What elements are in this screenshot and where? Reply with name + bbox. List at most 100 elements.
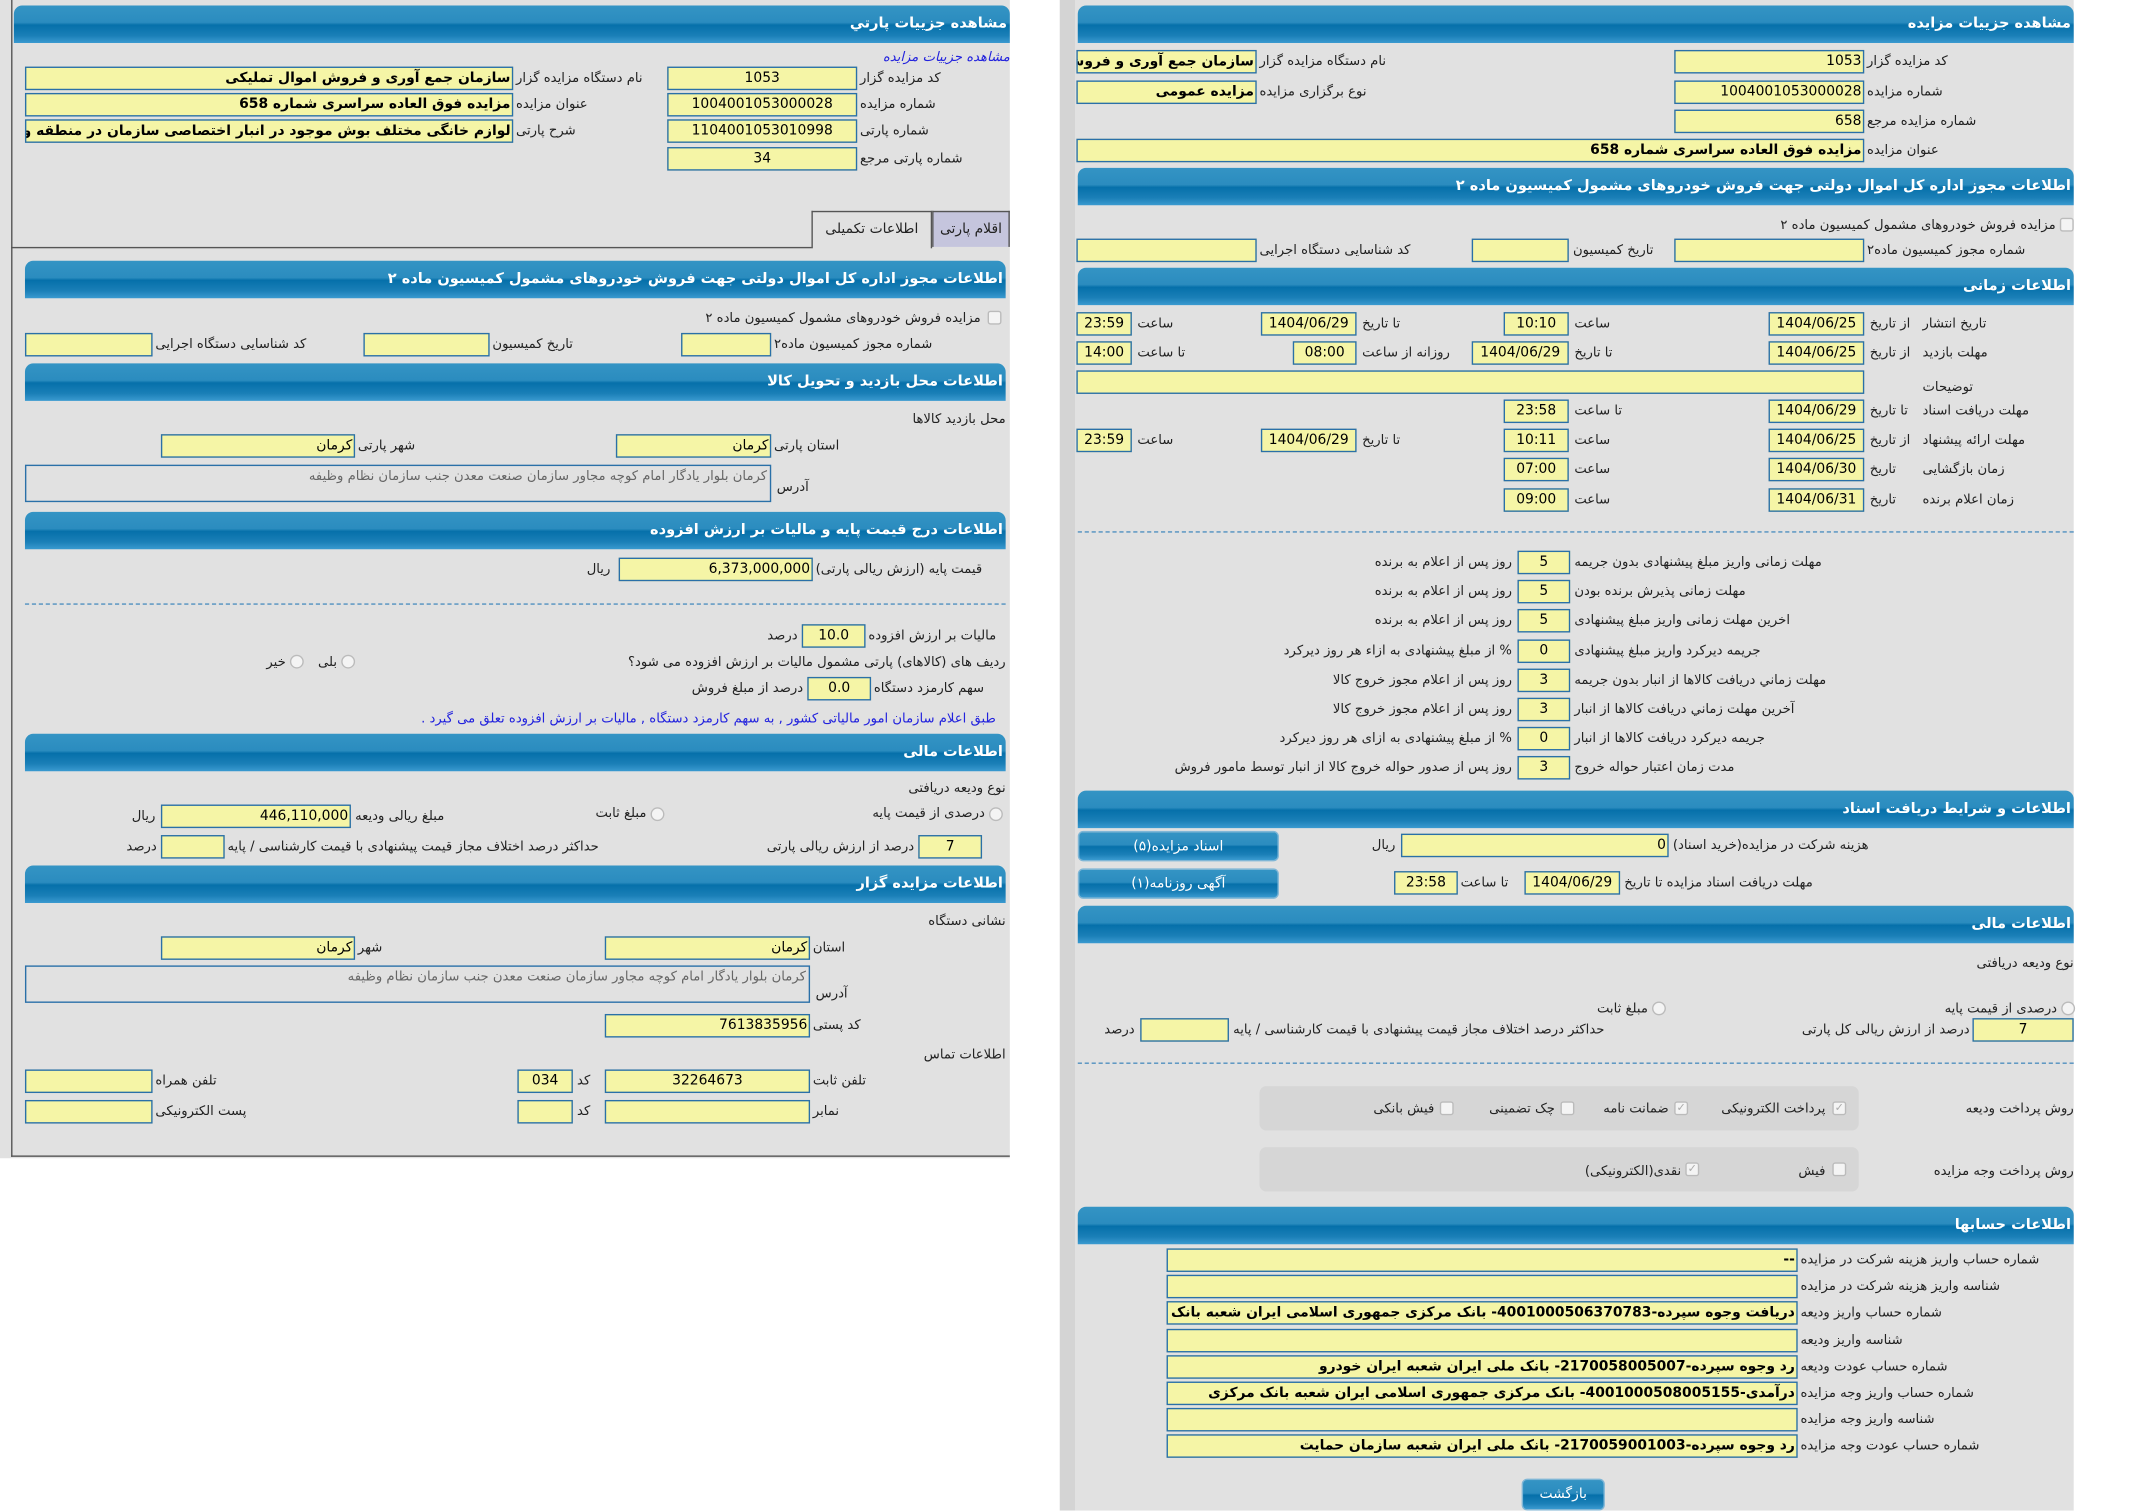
commission-number-field[interactable] bbox=[681, 332, 772, 357]
exec-code-field[interactable] bbox=[24, 332, 153, 357]
deposit-percent-radio[interactable] bbox=[989, 807, 1003, 822]
newspaper-ad-button[interactable]: آگهی روزنامه(۱) bbox=[1077, 868, 1279, 899]
publish-to-time[interactable]: 23:59 bbox=[1076, 312, 1132, 336]
opening-time[interactable]: 07:00 bbox=[1503, 457, 1569, 482]
documents-deadline-date[interactable]: 1404/06/29 bbox=[1524, 871, 1621, 895]
rule-value-field[interactable]: 0 bbox=[1517, 638, 1571, 663]
account-field[interactable]: رد وجوه سپرده-2170059001003- بانک ملی اي… bbox=[1166, 1434, 1798, 1459]
left-panel-bottom-border bbox=[11, 1155, 1010, 1157]
fee-share-field[interactable]: 0.0 bbox=[807, 676, 872, 701]
account-field[interactable] bbox=[1166, 1275, 1798, 1299]
email-field[interactable] bbox=[24, 1099, 153, 1124]
auctioneer-province-field[interactable]: كرمان bbox=[604, 936, 811, 960]
documents-fee-field[interactable]: 0 bbox=[1400, 833, 1669, 858]
deposit-method-checkbox[interactable] bbox=[1560, 1101, 1575, 1116]
r-ref-field[interactable]: 658 bbox=[1674, 109, 1865, 134]
lot-number-field[interactable]: 1104001053010998 bbox=[667, 119, 858, 143]
commission-article2-checkbox[interactable] bbox=[987, 310, 1002, 325]
r-auction-number-field[interactable]: 1004001053000028 bbox=[1674, 80, 1865, 105]
auctioneer-city-field[interactable]: كرمان bbox=[160, 936, 356, 960]
lot-ref-field[interactable]: 34 bbox=[667, 147, 858, 171]
publish-to-date[interactable]: 1404/06/29 bbox=[1260, 312, 1357, 336]
offers-to-time[interactable]: 23:59 bbox=[1076, 428, 1132, 453]
phone-code-field[interactable]: 034 bbox=[517, 1069, 573, 1094]
account-field[interactable]: رد وجوه سپرده-2170058005007- بانک ملی اي… bbox=[1166, 1354, 1798, 1379]
deposit-method-checkbox[interactable] bbox=[1832, 1101, 1847, 1116]
publish-from-date[interactable]: 1404/06/25 bbox=[1768, 312, 1865, 336]
r-auctioneer-name-field[interactable]: سازمان جمع آوری و فروش bbox=[1076, 49, 1257, 74]
payment-method-checkbox[interactable] bbox=[1832, 1162, 1847, 1177]
lot-city-field[interactable]: كرمان bbox=[160, 434, 356, 458]
mobile-field[interactable] bbox=[24, 1069, 153, 1094]
deposit-fixed-radio[interactable] bbox=[650, 807, 665, 822]
tab-additional-info[interactable]: اطلاعات تكميلی bbox=[811, 210, 933, 249]
rule-suffix: روز پس از اعلام به برنده bbox=[1374, 584, 1512, 600]
documents-deadline-time[interactable]: 23:58 bbox=[1394, 871, 1458, 895]
auctioneer-code-field[interactable]: 1053 bbox=[667, 66, 858, 91]
r-auctioneer-code-field[interactable]: 1053 bbox=[1674, 49, 1865, 74]
auctioneer-address-field[interactable]: كرمان بلوار يادگار امام كوچه مجاور سازما… bbox=[24, 965, 811, 1003]
r-auction-title-field[interactable]: مزايده فوق العاده سراسری شماره 658 bbox=[1076, 138, 1865, 163]
commission-date-field[interactable] bbox=[363, 332, 490, 357]
winner-date[interactable]: 1404/06/31 bbox=[1768, 488, 1865, 512]
docs-to-date[interactable]: 1404/06/29 bbox=[1768, 399, 1865, 424]
timing-notes-field[interactable] bbox=[1076, 370, 1865, 394]
rule-value-field[interactable]: 3 bbox=[1517, 697, 1571, 722]
lot-address-field[interactable]: كرمان بلوار يادگار امام كوچه مجاور سازما… bbox=[24, 464, 772, 503]
rule-value-field[interactable]: 5 bbox=[1517, 550, 1571, 575]
auctioneer-name-field[interactable]: سازمان جمع آوری و فروش اموال تمليكی bbox=[24, 66, 514, 91]
fax-field[interactable] bbox=[604, 1099, 811, 1124]
postal-code-field[interactable]: 7613835956 bbox=[604, 1013, 811, 1038]
account-field[interactable] bbox=[1166, 1328, 1798, 1352]
rule-value-field[interactable]: 5 bbox=[1517, 609, 1571, 634]
account-field[interactable]: دريافت وجوه سپرده-4001000506370783- بانک… bbox=[1166, 1301, 1798, 1326]
auction-title-field[interactable]: مزايده فوق العاده سراسری شماره 658 bbox=[24, 92, 514, 117]
max-diff-field[interactable] bbox=[160, 835, 225, 859]
base-price-field[interactable]: 6,373,000,000 bbox=[618, 557, 813, 582]
lot-description-field[interactable]: لوازم خانگی مختلف بوش موجود در انبار اخت… bbox=[24, 119, 514, 143]
r-commission-article2-checkbox[interactable] bbox=[2059, 217, 2074, 232]
r-max-diff-field[interactable] bbox=[1140, 1018, 1229, 1042]
holding-type-field[interactable]: مزايده عمومی bbox=[1076, 80, 1257, 105]
breadcrumb-link[interactable]: مشاهده جزييات مزايده bbox=[882, 49, 1010, 66]
r-commission-number-field[interactable] bbox=[1674, 238, 1865, 263]
auction-number-field[interactable]: 1004001053000028 bbox=[667, 92, 858, 117]
account-field[interactable]: -- bbox=[1166, 1248, 1798, 1272]
lot-province-field[interactable]: كرمان bbox=[615, 434, 772, 458]
rule-value-field[interactable]: 3 bbox=[1517, 668, 1571, 692]
vat-no-radio[interactable] bbox=[289, 654, 304, 669]
visit-from-date[interactable]: 1404/06/25 bbox=[1768, 341, 1865, 365]
rule-value-field[interactable]: 3 bbox=[1517, 756, 1571, 781]
r-deposit-fixed-radio[interactable] bbox=[1652, 1001, 1666, 1016]
docs-to-time[interactable]: 23:58 bbox=[1503, 399, 1569, 424]
tab-lot-items[interactable]: اقلام پارتی bbox=[932, 210, 1010, 247]
phone-field[interactable]: 32264673 bbox=[604, 1069, 811, 1094]
deposit-method-checkbox[interactable] bbox=[1439, 1101, 1454, 1116]
visit-daily-from-time[interactable]: 08:00 bbox=[1292, 341, 1357, 365]
deposit-method-checkbox[interactable] bbox=[1674, 1101, 1689, 1116]
winner-time[interactable]: 09:00 bbox=[1503, 488, 1569, 512]
visit-daily-to-time[interactable]: 14:00 bbox=[1076, 341, 1132, 365]
r-deposit-percent-field[interactable]: 7 bbox=[1972, 1018, 2074, 1042]
vat-field[interactable]: 10.0 bbox=[801, 624, 866, 648]
offers-to-date[interactable]: 1404/06/29 bbox=[1260, 428, 1357, 453]
offers-from-time[interactable]: 10:11 bbox=[1503, 428, 1569, 453]
account-field[interactable]: درآمدی-4001000508005155- بانک مركزی جمهو… bbox=[1166, 1381, 1798, 1406]
r-commission-date-field[interactable] bbox=[1471, 238, 1569, 263]
rule-value-field[interactable]: 0 bbox=[1517, 727, 1571, 751]
payment-method-checkbox[interactable] bbox=[1685, 1162, 1700, 1177]
visit-to-date[interactable]: 1404/06/29 bbox=[1471, 341, 1569, 365]
auction-documents-button[interactable]: اسناد مزايده(۵) bbox=[1077, 830, 1279, 862]
deposit-amount-field[interactable]: 446,110,000 bbox=[160, 804, 351, 829]
publish-from-time[interactable]: 10:10 bbox=[1503, 312, 1569, 336]
rule-value-field[interactable]: 5 bbox=[1517, 580, 1571, 604]
offers-from-date[interactable]: 1404/06/25 bbox=[1768, 428, 1865, 453]
vat-yes-radio[interactable] bbox=[341, 654, 356, 669]
deposit-percent-field[interactable]: 7 bbox=[918, 835, 983, 859]
r-exec-code-field[interactable] bbox=[1076, 238, 1257, 263]
account-field[interactable] bbox=[1166, 1408, 1798, 1432]
r-deposit-percent-radio[interactable] bbox=[2061, 1001, 2076, 1016]
fax-code-field[interactable] bbox=[517, 1099, 573, 1124]
opening-date[interactable]: 1404/06/30 bbox=[1768, 457, 1865, 482]
back-button[interactable]: بازگشت bbox=[1521, 1478, 1605, 1511]
